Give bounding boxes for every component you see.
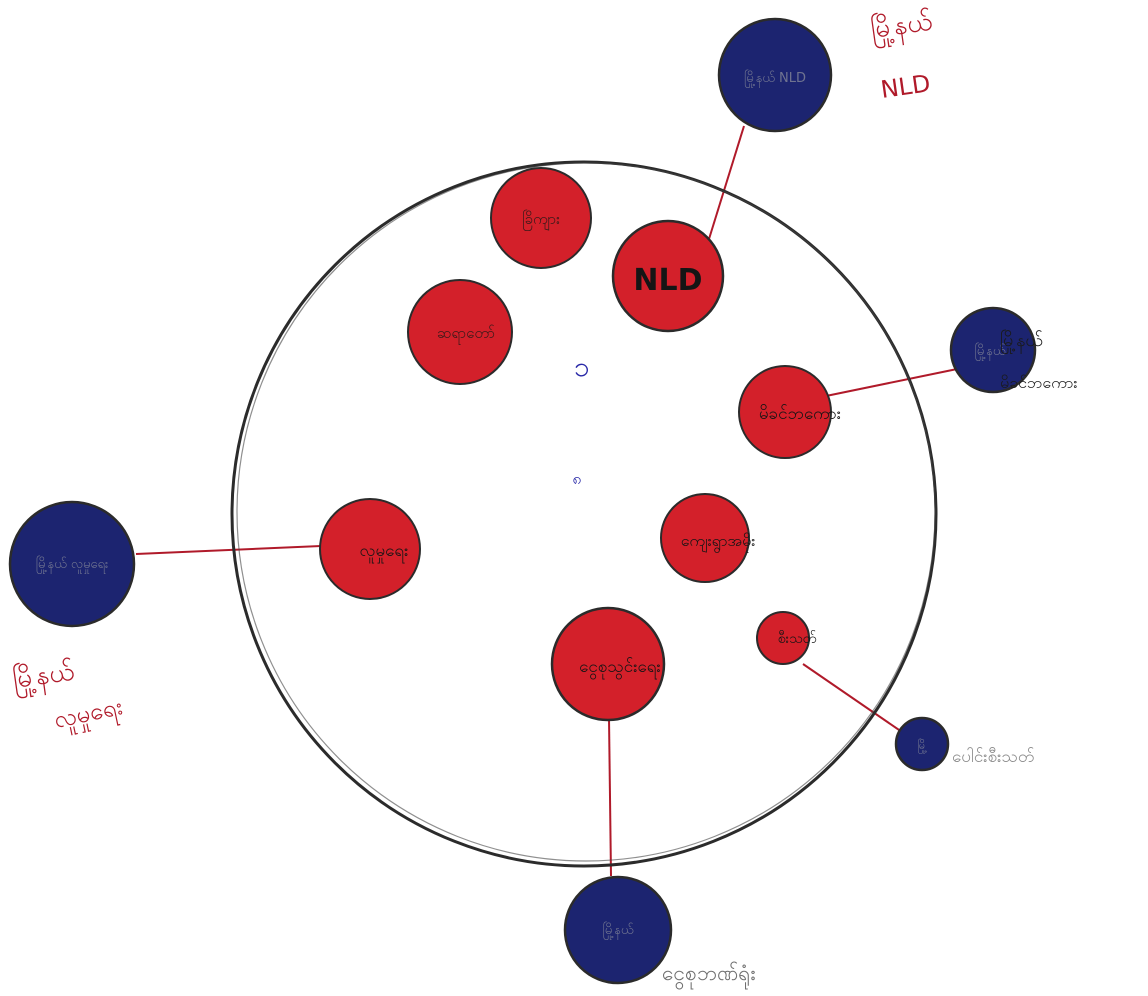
inner-node-bottom: ငွေစုသွင်းရေး: [550, 606, 666, 722]
outer-node-inner-text: မြို့: [917, 738, 927, 754]
connector-nld: [708, 125, 745, 240]
outer-node-lower-right: မြို့ ပေါင်းစီးသတ်: [894, 716, 1034, 772]
outer-node-inner-text: မြို့နယ် လူမှုရေး: [36, 555, 109, 574]
inner-node-label: ခြိကျား: [522, 210, 560, 231]
inner-node-top-left: ခြိကျား: [490, 167, 592, 269]
community-boundary-circle-sketch: [236, 162, 936, 862]
connector-social: [135, 545, 322, 555]
inner-node-label: မိခင်ဘကေား: [759, 404, 841, 424]
outer-node-top-right: မြို့နယ် NLD မြို့နယ် NLD: [717, 4, 936, 133]
inner-node-nld: NLD: [611, 219, 725, 333]
inner-node-label: ကျေးရွာအမိုး: [681, 531, 756, 553]
connector-bottom: [608, 717, 612, 877]
connector-lines: [135, 125, 963, 877]
inner-node-label: NLD: [633, 263, 702, 298]
center-mark-one: ၁: [574, 350, 590, 383]
inner-node-label: ငွေစုသွင်းရေး: [579, 657, 661, 680]
inner-node-right-mid: မိခင်ဘကေား: [738, 365, 841, 459]
inner-node-left-upper: ဆရာတော်: [407, 279, 513, 385]
outer-node-right: မြို့နယ် မြို့နယ် မိခင်ဘကေား: [949, 306, 1077, 394]
connector-small: [802, 663, 903, 733]
outer-node-inner-text: မြို့နယ်: [975, 342, 1006, 361]
inner-node-label: စီးသတ်: [778, 631, 817, 647]
center-mark-small: ၈: [572, 469, 581, 488]
inner-node-right-small: စီးသတ်: [756, 611, 817, 665]
connector-mother: [825, 367, 963, 397]
inner-node-label: ဆရာတော်: [437, 324, 495, 345]
outer-node-caption-line2: NLD: [879, 69, 932, 104]
outer-node-inner-text: မြို့နယ် NLD: [744, 69, 806, 88]
inner-node-label: လူမှုရေး: [360, 541, 409, 564]
inner-node-center-low: ကျေးရွာအမိုး: [660, 493, 756, 583]
outer-node-caption-line1: ပေါင်းစီးသတ်: [952, 746, 1034, 767]
outer-node-inner-text: မြို့နယ်: [603, 921, 634, 940]
outer-node-bottom: မြို့နယ် ငွေစုဘဏ်ရုံး: [563, 875, 756, 991]
outer-node-caption-line1: မြို့နယ်: [1000, 329, 1043, 354]
inner-node-left-mid: လူမှုရေး: [319, 498, 421, 600]
outer-node-caption-line2: မိခင်ဘကေား: [1000, 373, 1077, 392]
community-boundary-circle: [230, 160, 938, 868]
